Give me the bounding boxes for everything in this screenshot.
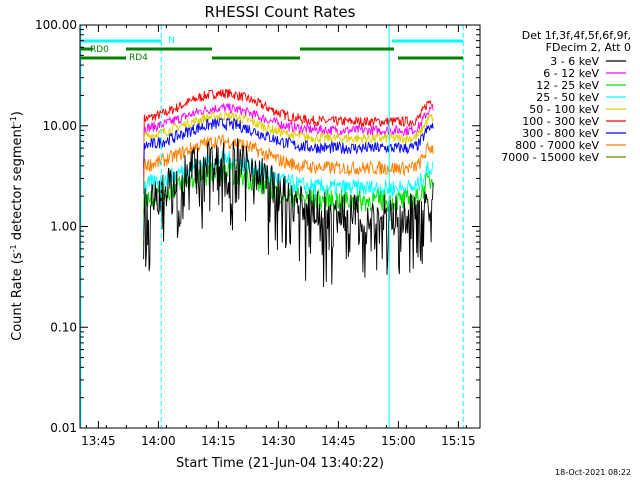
x-tick-label: 14:15 <box>201 434 236 448</box>
flag-RD0-label: RD0 <box>90 45 109 55</box>
x-tick-label: 14:00 <box>141 434 176 448</box>
series-layer <box>143 89 434 288</box>
legend-label: 300 - 800 keV <box>522 127 599 140</box>
legend-header-line-1: Det 1f,3f,4f,5f,6f,9f, <box>522 29 631 42</box>
y-axis-label: Count Rate (s-1 detector segment-1) <box>9 111 25 341</box>
y-tick-label: 0.10 <box>50 320 77 334</box>
y-tick-label: 10.00 <box>43 119 77 133</box>
legend-label: 100 - 300 keV <box>522 115 599 128</box>
x-tick-label: 15:15 <box>441 434 476 448</box>
x-tick-label: 13:45 <box>81 434 116 448</box>
x-tick-label: 14:45 <box>321 434 356 448</box>
legend-label: 7000 - 15000 keV <box>501 151 599 164</box>
legend-label: 25 - 50 keV <box>536 91 599 104</box>
chart-title: RHESSI Count Rates <box>205 3 356 21</box>
legend-label: 3 - 6 keV <box>550 55 599 68</box>
y-tick-label: 0.01 <box>50 421 77 435</box>
series-100-300keV <box>143 89 434 168</box>
x-tick-label: 14:30 <box>261 434 296 448</box>
flag-N-label: N <box>168 36 175 46</box>
legend-label: 800 - 7000 keV <box>515 139 599 152</box>
legend-label: 50 - 100 keV <box>529 103 599 116</box>
x-tick-label: 15:00 <box>381 434 416 448</box>
flag-layer: N RD0 RD4 <box>80 25 464 428</box>
y-tick-label: 100.00 <box>35 18 77 32</box>
x-axis: 13:45 14:00 14:15 14:30 14:45 15:00 15:15 <box>81 25 476 448</box>
legend-label: 12 - 25 keV <box>536 79 599 92</box>
series-800-7000keV <box>143 133 434 215</box>
legend: Det 1f,3f,4f,5f,6f,9f, FDecim 2, Att 0 3… <box>501 29 631 164</box>
footer-timestamp: 18-Oct-2021 08:22 <box>555 468 631 477</box>
legend-label: 6 - 12 keV <box>543 67 599 80</box>
series-300-800keV <box>143 117 434 195</box>
series-3-6keV <box>143 138 434 288</box>
legend-header-line-2: FDecim 2, Att 0 <box>546 41 631 54</box>
flag-RD4-label: RD4 <box>129 53 148 63</box>
svg-text:Count Rate (s-1 detector segme: Count Rate (s-1 detector segment-1) <box>9 111 25 341</box>
x-axis-label: Start Time (21-Jun-04 13:40:22) <box>176 456 384 471</box>
y-axis: 100.00 10.00 1.00 0.10 0.01 <box>35 18 480 435</box>
y-tick-label: 1.00 <box>50 220 77 234</box>
